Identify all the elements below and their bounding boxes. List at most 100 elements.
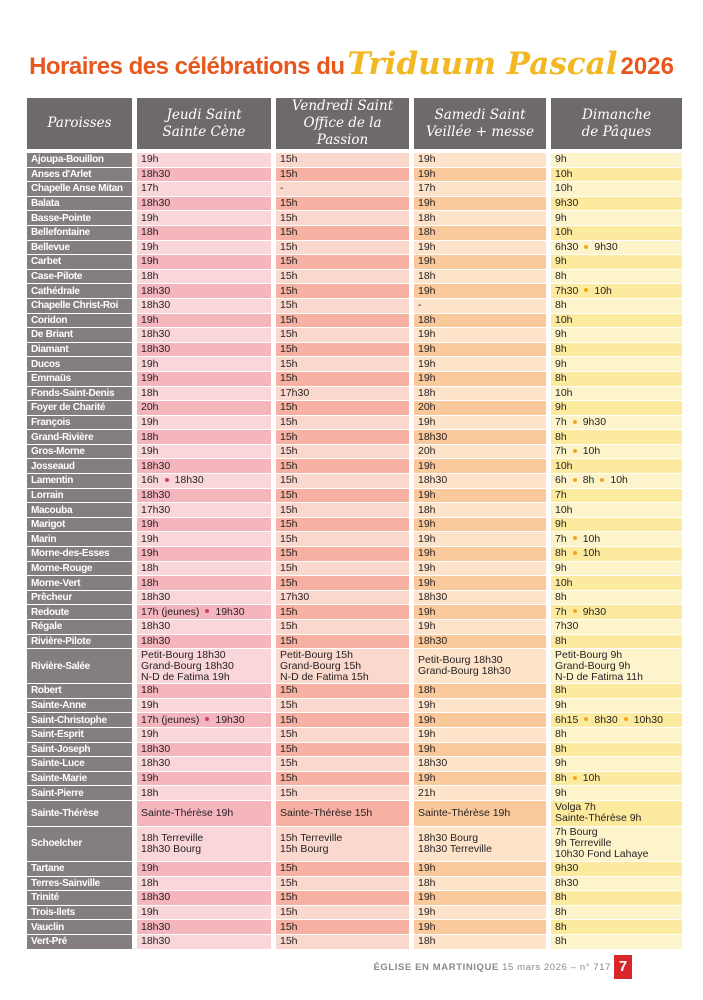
table-row: Balata 18h30 15h 19h 9h30	[27, 196, 682, 212]
time-value: 18h30	[141, 284, 171, 297]
parish-name: Prêcheur	[27, 590, 137, 606]
time-value: 15h	[280, 284, 298, 297]
parish-name: Marigot	[27, 517, 137, 533]
time-value: 18h Terreville 18h30 Bourg	[141, 831, 204, 855]
time-value: 18h30	[174, 474, 204, 487]
dimanche-time-cell: 10h	[551, 225, 682, 241]
time-value: 10h	[555, 226, 573, 239]
table-row: Trois-Ilets 19h 15h 19h 8h	[27, 905, 682, 921]
time-value: 8h	[582, 474, 595, 487]
samedi-time-cell: 20h	[414, 444, 551, 460]
table-row: Morne-Rouge 18h 15h 19h 9h	[27, 561, 682, 577]
time-value: -	[418, 299, 422, 312]
time-value: 19h30	[215, 713, 245, 726]
parish-name: Saint-Esprit	[27, 727, 137, 743]
parish-name: Morne-des-Esses	[27, 547, 137, 562]
parish-name: Schoelcher	[27, 826, 137, 862]
vendredi-time-cell: 15h	[276, 415, 414, 431]
time-value: 15h	[280, 876, 298, 889]
header-dimanche-line2: de Pâques	[581, 123, 652, 140]
header-row: Paroisses Jeudi Saint Sainte Cène Vendre…	[27, 98, 682, 153]
samedi-time-cell: 19h	[414, 771, 551, 787]
time-value: 19h	[418, 862, 436, 875]
dimanche-time-cell: 10h	[551, 182, 682, 197]
time-value: 6h30	[555, 240, 579, 253]
parish-name: Vauclin	[27, 920, 137, 935]
table-row: Josseaud 18h30 15h 19h 10h	[27, 459, 682, 475]
schedule-body: Ajoupa-Bouillon 19h 15h 19h 9h Anses d'Arlet 1…	[27, 153, 682, 950]
time-value: 15h Terreville 15h Bourg	[280, 831, 343, 855]
time-value: 17h30	[280, 386, 310, 399]
table-row: Redoute 17h (jeunes) 19h30 15h 19h 7h 9h30	[27, 605, 682, 620]
time-value: 15h	[280, 415, 298, 428]
vendredi-time-cell: 15h	[276, 488, 414, 504]
vendredi-time-cell: 15h	[276, 698, 414, 714]
dimanche-time-cell: 8h	[551, 634, 682, 650]
time-value: 15h	[280, 153, 298, 166]
vendredi-time-cell: 15h	[276, 371, 414, 387]
parish-name: François	[27, 415, 137, 431]
parish-name: Sainte-Anne	[27, 698, 137, 714]
parish-name: Saint-Joseph	[27, 742, 137, 758]
table-row: Saint-Esprit 19h 15h 19h 8h	[27, 727, 682, 743]
time-value: 19h	[141, 906, 159, 919]
time-value: 16h	[141, 474, 159, 487]
vendredi-time-cell: 15h	[276, 605, 414, 620]
dimanche-time-cell: 8h	[551, 298, 682, 314]
vendredi-time-cell: 17h30	[276, 386, 414, 402]
time-value: 8h	[555, 728, 567, 741]
dimanche-time-cell: 9h	[551, 153, 682, 168]
samedi-time-cell: 19h	[414, 284, 551, 299]
table-row: Robert 18h 15h 18h 8h	[27, 684, 682, 699]
time-value: 7h	[555, 415, 567, 428]
parish-name: Basse-Pointe	[27, 211, 137, 226]
table-row: Rivière-Salée Petit-Bourg 18h30 Grand-Bou…	[27, 649, 682, 685]
dimanche-time-cell: 8h	[551, 590, 682, 606]
time-value: 18h	[418, 386, 436, 399]
jeudi-time-cell: 18h	[137, 269, 276, 285]
time-value: 20h	[141, 401, 159, 414]
time-value: Petit-Bourg 18h30 Grand-Bourg 18h30 N-D …	[141, 649, 234, 683]
samedi-time-cell: 19h	[414, 255, 551, 270]
parish-name: Balata	[27, 196, 137, 212]
vendredi-time-cell: 15h	[276, 905, 414, 921]
table-row: Sainte-Thérèse Sainte-Thérèse 19h Sainte-T…	[27, 800, 682, 827]
time-value: 10h	[555, 167, 573, 180]
dimanche-time-cell: 8h30	[551, 876, 682, 892]
parish-name: Bellefontaine	[27, 225, 137, 241]
time-value: 18h30	[418, 430, 448, 443]
samedi-time-cell: 19h	[414, 415, 551, 431]
time-value: 19h	[141, 728, 159, 741]
parish-name: Fonds-Saint-Denis	[27, 386, 137, 402]
header-dimanche-paques: Dimanche de Pâques	[551, 98, 682, 153]
separator-dot-icon	[584, 717, 589, 722]
time-value: 15h	[280, 270, 298, 283]
samedi-time-cell: 19h	[414, 861, 551, 877]
time-value: 15h	[280, 634, 298, 647]
time-value: 15h	[280, 547, 298, 560]
dimanche-time-cell: 8h	[551, 684, 682, 699]
table-row: Chapelle Christ-Roi 18h30 15h - 8h	[27, 298, 682, 314]
time-value: 8h	[555, 343, 567, 356]
vendredi-time-cell: 15h	[276, 298, 414, 314]
jeudi-time-cell: 17h	[137, 182, 276, 197]
dimanche-time-cell: 10h	[551, 576, 682, 591]
time-value: 19h	[418, 547, 436, 560]
time-value: 15h	[280, 226, 298, 239]
parish-name: Terres-Sainville	[27, 876, 137, 892]
jeudi-time-cell: 19h	[137, 532, 276, 548]
time-value: 18h	[418, 684, 436, 697]
time-value: 15h	[280, 255, 298, 268]
jeudi-time-cell: 18h	[137, 576, 276, 591]
samedi-time-cell: 19h	[414, 561, 551, 577]
dimanche-time-cell: 8h 10h	[551, 771, 682, 787]
time-value: 19h	[418, 197, 436, 210]
time-value: 10h	[582, 547, 601, 560]
jeudi-time-cell: 18h30	[137, 196, 276, 212]
samedi-time-cell: -	[414, 298, 551, 314]
jeudi-time-cell: 18h	[137, 876, 276, 892]
parish-name: Sainte-Luce	[27, 757, 137, 772]
jeudi-time-cell: 18h	[137, 561, 276, 577]
jeudi-time-cell: 17h30	[137, 503, 276, 518]
time-value: 10h	[555, 313, 573, 326]
